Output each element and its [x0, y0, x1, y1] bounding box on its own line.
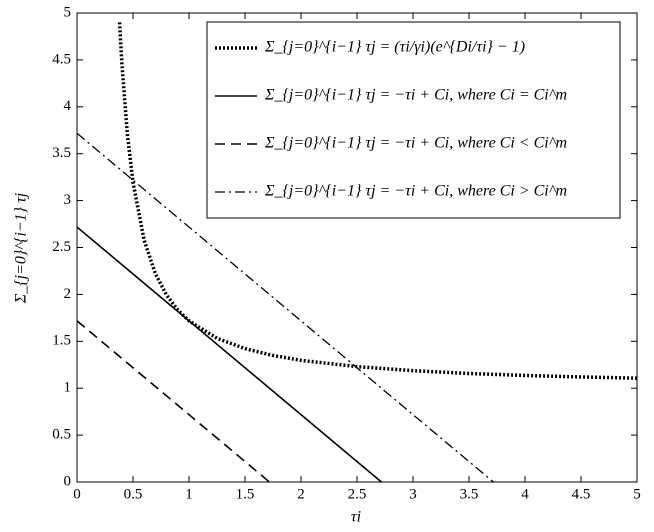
- legend-label: Σ_{j=0}^{i−1} τj = −τi + Ci, where Ci < …: [264, 135, 567, 152]
- x-tick-label: 2: [297, 486, 305, 502]
- y-tick-label: 4.5: [52, 51, 71, 67]
- y-tick-label: 3: [64, 192, 72, 208]
- y-tick-label: 3.5: [52, 145, 71, 161]
- y-axis-label: Σ_{j=0}^{i−1} τj: [13, 192, 30, 304]
- x-tick-label: 0.5: [124, 486, 143, 502]
- y-tick-label: 4: [64, 98, 72, 114]
- legend-label: Σ_{j=0}^{i−1} τj = −τi + Ci, where Ci = …: [264, 87, 567, 104]
- series-line: [76, 320, 270, 483]
- x-tick-label: 2.5: [348, 486, 367, 502]
- y-tick-label: 1: [64, 380, 72, 396]
- x-tick-label: 4.5: [572, 486, 591, 502]
- legend-label: Σ_{j=0}^{i−1} τj = (τi/γi)(e^{Di/τi} − 1…: [264, 39, 525, 56]
- x-tick-label: 3: [409, 486, 417, 502]
- y-tick-label: 5: [64, 4, 72, 20]
- series-line: [76, 226, 382, 483]
- y-tick-label: 2.5: [52, 239, 71, 255]
- legend-label: Σ_{j=0}^{i−1} τj = −τi + Ci, where Ci > …: [264, 183, 567, 200]
- x-axis-label: τi: [351, 509, 361, 526]
- y-tick-label: 0: [64, 473, 72, 489]
- x-tick-label: 0: [73, 486, 81, 502]
- x-tick-label: 4: [521, 486, 529, 502]
- y-tick-label: 2: [64, 286, 72, 302]
- x-tick-label: 1.5: [236, 486, 255, 502]
- legend-box: [206, 21, 621, 219]
- x-tick-label: 1: [185, 486, 193, 502]
- y-tick-label: 1.5: [52, 333, 71, 349]
- x-tick-label: 5: [633, 486, 641, 502]
- y-tick-label: 0.5: [52, 427, 71, 443]
- x-tick-label: 3.5: [460, 486, 479, 502]
- series-line: [117, 22, 638, 380]
